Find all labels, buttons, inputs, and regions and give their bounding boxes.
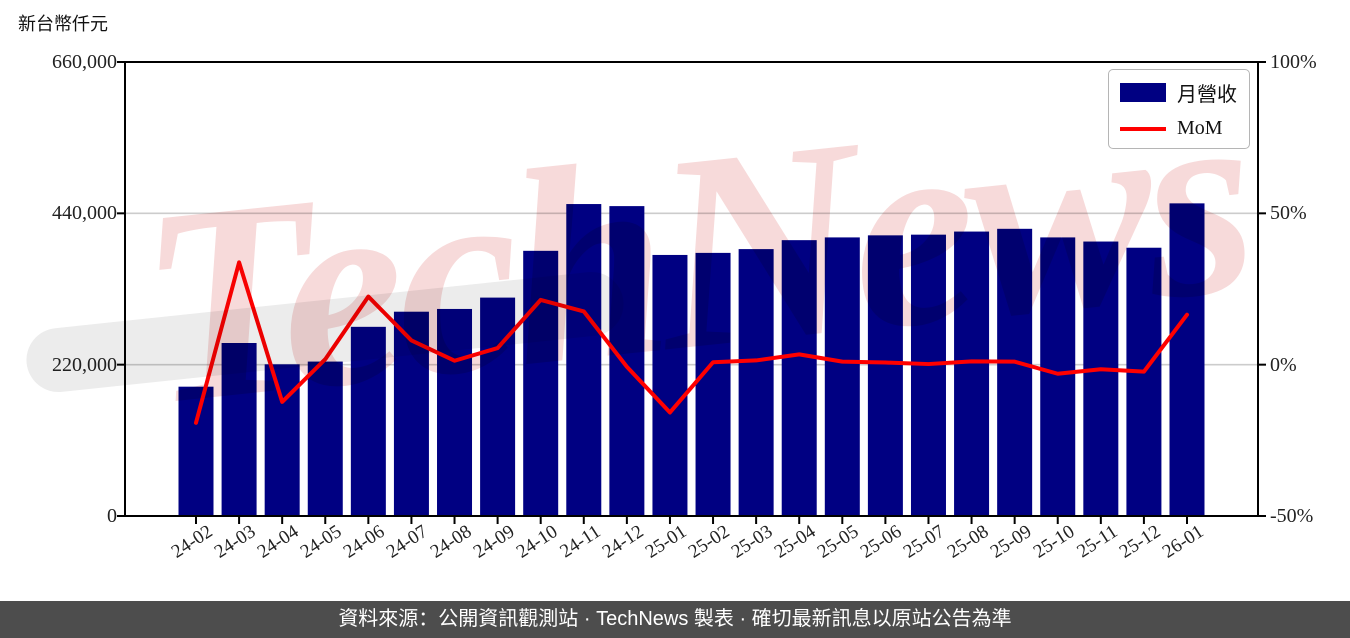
legend-revenue-label: 月營收 — [1177, 84, 1237, 106]
legend: 月營收 MoM — [1108, 69, 1250, 149]
mom-line — [194, 260, 1189, 425]
revenue-bar-25-03 — [738, 249, 774, 516]
revenue-bar-24-11 — [566, 204, 602, 516]
source-footer: 資料來源：公開資訊觀測站 · TechNews 製表 · 確切最新訊息以原站公告… — [0, 601, 1350, 638]
right-tick-label-50%: 50% — [1270, 202, 1307, 225]
left-tick-label-660,000: 660,000 — [52, 51, 117, 73]
revenue-bar-25-12 — [1126, 247, 1162, 516]
left-tick-label-0: 0 — [107, 505, 117, 527]
revenue-bar-24-02 — [178, 386, 214, 516]
revenue-bar-25-04 — [781, 240, 817, 517]
left-tick-label-220,000: 220,000 — [52, 353, 117, 376]
revenue-bar-24-08 — [437, 308, 473, 516]
legend-mom-label: MoM — [1177, 117, 1223, 139]
revenue-bar-25-07 — [910, 234, 946, 516]
revenue-bar-26-01 — [1169, 203, 1205, 517]
revenue-swatch-icon — [1120, 83, 1166, 102]
revenue-bar-25-10 — [1040, 237, 1076, 516]
revenue-bar-24-10 — [523, 250, 559, 516]
right-tick-label--50%: -50% — [1270, 505, 1314, 527]
revenue-bar-24-03 — [221, 342, 257, 516]
revenue-bar-24-09 — [480, 297, 516, 516]
revenue-bar-24-05 — [307, 361, 343, 516]
y-axis-unit-label: 新台幣仟元 — [18, 14, 108, 34]
mom-line-icon — [1120, 126, 1166, 131]
revenue-bar-24-12 — [609, 206, 645, 517]
right-tick-label-0%: 0% — [1270, 353, 1297, 376]
revenue-bar-25-05 — [824, 237, 860, 516]
right-tick-label-100%: 100% — [1270, 51, 1317, 73]
revenue-bar-25-11 — [1083, 241, 1119, 516]
revenue-bar-25-06 — [867, 235, 903, 516]
revenue-bar-24-06 — [350, 326, 386, 516]
revenue-bar-25-01 — [652, 254, 688, 516]
legend-item-mom: MoM — [1120, 117, 1238, 140]
legend-item-revenue: 月營收 — [1120, 78, 1238, 107]
revenue-bar-25-09 — [997, 228, 1033, 516]
revenue-bar-25-08 — [954, 231, 990, 516]
left-tick-label-440,000: 440,000 — [52, 202, 117, 225]
revenue-bar-25-02 — [695, 252, 731, 517]
